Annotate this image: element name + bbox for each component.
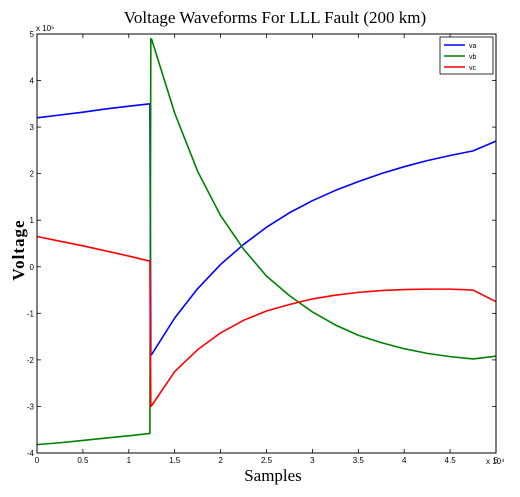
x-tick-label: 1 — [127, 456, 132, 465]
x-tick-label: 2.5 — [261, 456, 273, 465]
legend-label-vc: vc — [469, 65, 477, 72]
x-tick-label: 4.5 — [445, 456, 457, 465]
x-exponent-label: x 10⁴ — [486, 457, 505, 466]
y-tick-label: 1 — [30, 216, 35, 225]
x-tick-label: 0.5 — [77, 456, 89, 465]
legend: va vb vc — [439, 36, 494, 75]
series-line-vb — [36, 37, 497, 446]
x-tick-label: 0 — [35, 456, 40, 465]
x-tick-label: 4 — [402, 456, 407, 465]
legend-label-vb: vb — [469, 54, 477, 61]
series-line-va — [36, 103, 497, 357]
x-tick-label: 5 — [494, 456, 499, 465]
y-tick-label: -1 — [27, 309, 35, 318]
x-axis-label: Samples — [244, 466, 302, 485]
y-tick-label: 2 — [30, 170, 35, 179]
x-tick-label: 1.5 — [169, 456, 181, 465]
plot-area: 0 0.5 1 1.5 2 2.5 3 3.5 4 4.5 5 -4 -3 -2 -1 0 1 2 3 4 5 — [27, 30, 499, 465]
y-tick-label: 4 — [30, 77, 35, 86]
y-tick-label: -2 — [27, 356, 35, 365]
y-exponent-label: x 10⁵ — [36, 24, 54, 33]
chart-title: Voltage Waveforms For LLL Fault (200 km) — [124, 8, 426, 27]
y-axis-label: Voltage — [9, 219, 28, 280]
axes-box — [36, 33, 497, 454]
x-tick-label: 3 — [310, 456, 315, 465]
y-tick-label: -3 — [27, 402, 35, 411]
x-tick-label: 2 — [218, 456, 223, 465]
y-tick-label: 5 — [30, 30, 35, 39]
y-tick-label: -4 — [27, 449, 35, 458]
y-tick-label: 3 — [30, 123, 35, 132]
legend-label-va: va — [469, 43, 477, 50]
x-tick-label: 3.5 — [353, 456, 365, 465]
series-line-vc — [36, 235, 497, 408]
y-tick-label: 0 — [30, 263, 35, 272]
